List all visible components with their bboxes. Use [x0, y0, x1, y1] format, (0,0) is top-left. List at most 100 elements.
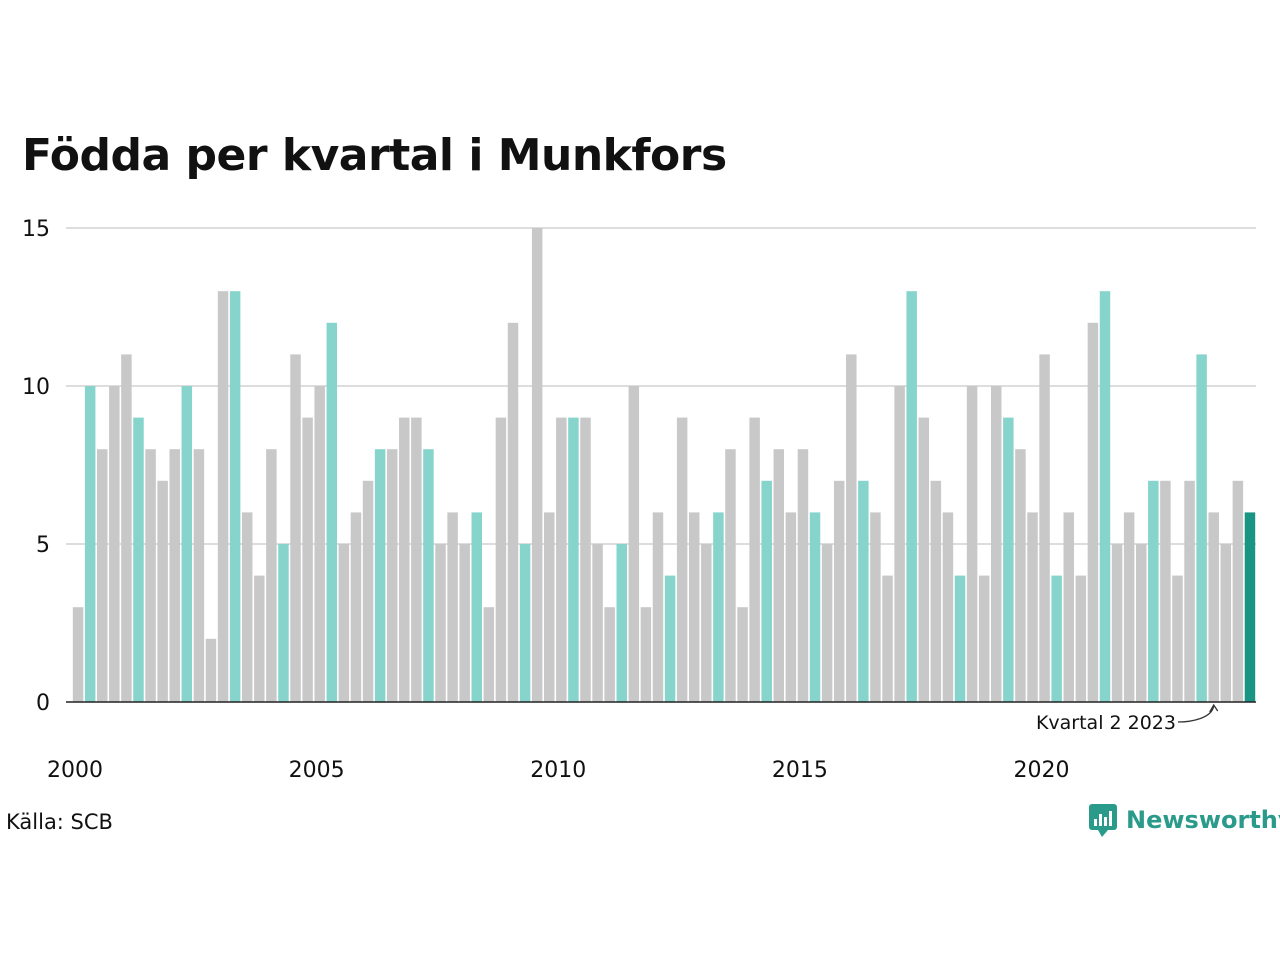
bar: [676, 417, 688, 702]
bar: [785, 512, 797, 702]
bar: [1172, 575, 1183, 702]
bar: [1208, 512, 1219, 702]
bar: [1111, 544, 1123, 702]
bar: [374, 449, 386, 702]
bar: [604, 607, 615, 702]
bar: [1015, 449, 1026, 702]
x-tick-label: 2010: [530, 758, 586, 783]
bar: [870, 512, 881, 702]
bar: [882, 575, 893, 702]
bar: [568, 417, 579, 702]
bar: [350, 512, 362, 702]
bar: [906, 291, 917, 702]
bar: [1244, 512, 1256, 702]
bar: [302, 417, 313, 702]
bar: [133, 417, 144, 702]
bar: [701, 544, 712, 702]
y-tick-label: 0: [36, 691, 50, 716]
x-tick-label: 2005: [289, 758, 345, 783]
bar: [399, 417, 410, 702]
bar: [749, 417, 760, 702]
bar: [688, 512, 700, 702]
bar: [145, 449, 156, 702]
bar: [1123, 512, 1135, 702]
bar: [761, 480, 772, 702]
bar: [737, 607, 748, 702]
bar: [846, 354, 857, 702]
bar: [217, 291, 229, 702]
bar: [423, 449, 434, 702]
bar: [966, 386, 978, 702]
bar: [954, 575, 966, 702]
bar: [833, 480, 845, 702]
bar: [991, 386, 1002, 702]
bar: [229, 291, 241, 702]
bar: [121, 354, 132, 702]
x-tick-label: 2015: [772, 758, 828, 783]
bar: [471, 512, 482, 702]
bar: [193, 449, 205, 702]
bar: [1184, 480, 1195, 702]
bar: [495, 417, 507, 702]
y-tick-label: 5: [36, 533, 50, 558]
bars: [72, 228, 1256, 702]
bar: [181, 386, 193, 702]
bar: [386, 449, 398, 702]
source-note: Källa: SCB: [6, 810, 113, 834]
bar: [84, 386, 96, 702]
bar: [556, 417, 567, 702]
newsworthy-logo-icon: [1089, 804, 1117, 837]
bar: [1099, 291, 1111, 702]
bar: [326, 322, 338, 702]
bar: [1051, 575, 1062, 702]
annotation-label: Kvartal 2 2023: [1036, 712, 1176, 734]
annotation-arrowhead: [1209, 703, 1219, 713]
bar: [580, 417, 591, 702]
bar: [616, 544, 627, 702]
bar: [1220, 544, 1232, 702]
bar: [157, 480, 168, 702]
bar: [1135, 544, 1147, 702]
bar: [652, 512, 664, 702]
brand-name: Newsworthy: [1126, 806, 1280, 834]
bar: [447, 512, 458, 702]
bar: [72, 607, 84, 702]
bar: [1087, 322, 1099, 702]
bar: [1027, 512, 1038, 702]
bar: [725, 449, 736, 702]
bar: [640, 607, 652, 702]
bar: [858, 480, 869, 702]
bar: [978, 575, 990, 702]
x-tick-label: 2020: [1014, 758, 1070, 783]
bar: [266, 449, 277, 702]
bar: [1003, 417, 1014, 702]
bar: [1160, 480, 1171, 702]
bar: [531, 228, 543, 702]
bar: [628, 386, 640, 702]
bar: [97, 449, 108, 702]
bar: [205, 638, 217, 702]
bar: [797, 449, 809, 702]
x-tick-label: 2000: [47, 758, 103, 783]
bar: [894, 386, 905, 702]
bar: [109, 386, 120, 702]
bar: [544, 512, 555, 702]
bar: [1196, 354, 1207, 702]
annotation-arrow: [1177, 705, 1215, 723]
bar: [930, 480, 942, 702]
bar: [821, 544, 833, 702]
bar: [1232, 480, 1244, 702]
axes: 0 5 10 15 2000 2005 2010 2015 2020: [22, 217, 1256, 783]
bar: [169, 449, 180, 702]
bar: [809, 512, 821, 702]
bar: [314, 386, 325, 702]
bar: [713, 512, 724, 702]
grid-lines: [66, 227, 1256, 545]
bar: [519, 544, 531, 702]
bar: [592, 544, 603, 702]
bar: [483, 607, 495, 702]
bar: [411, 417, 422, 702]
bar: [1039, 354, 1050, 702]
bar: [241, 512, 253, 702]
